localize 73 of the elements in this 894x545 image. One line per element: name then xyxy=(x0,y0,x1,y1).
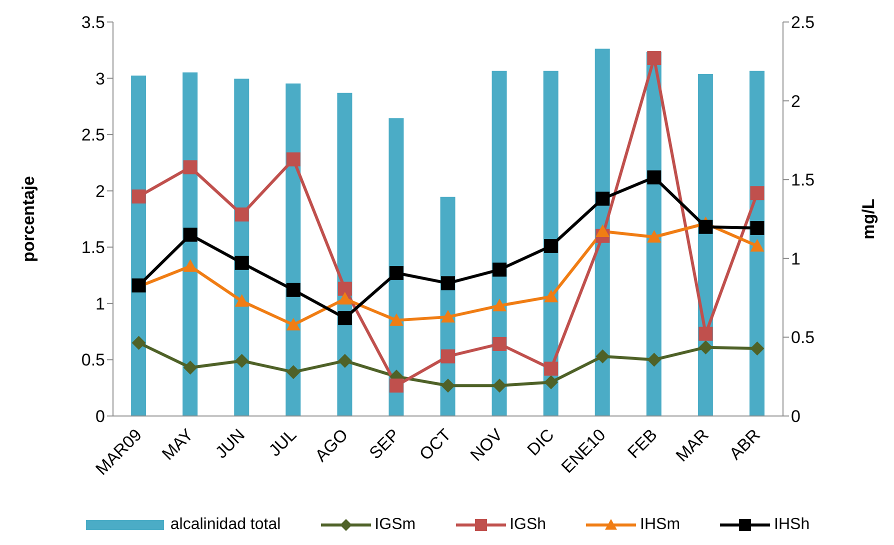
point xyxy=(183,228,198,242)
y-tick-label: 2 xyxy=(96,182,105,201)
point xyxy=(544,239,558,254)
point xyxy=(596,192,610,206)
point xyxy=(183,259,198,272)
y2-tick-label: 1.5 xyxy=(791,170,815,190)
point xyxy=(183,360,198,375)
point xyxy=(389,378,404,393)
x-tick-label: SEP xyxy=(366,425,404,463)
legend-label: IGSm xyxy=(374,516,416,534)
point xyxy=(698,326,713,341)
point xyxy=(750,221,764,236)
legend-label: IHSm xyxy=(640,516,680,534)
y-tick-label: 0.5 xyxy=(81,350,105,370)
point xyxy=(286,282,300,297)
point xyxy=(698,220,713,234)
y-tick-label: 1 xyxy=(96,294,105,314)
point xyxy=(132,336,146,350)
point xyxy=(492,378,507,393)
point xyxy=(234,294,249,307)
point xyxy=(441,349,455,364)
y-tick-label: 1.5 xyxy=(81,238,105,258)
y2-axis-title: mg/L xyxy=(859,198,878,240)
y-tick-label: 3 xyxy=(96,69,105,88)
point xyxy=(338,292,352,305)
legend-label: IHSh xyxy=(774,516,810,534)
y-tick-label: 3.5 xyxy=(81,13,105,32)
x-tick-label: DIC xyxy=(524,425,558,460)
point xyxy=(492,262,507,277)
point xyxy=(183,160,198,174)
point xyxy=(234,256,249,270)
y-tick-label: 0 xyxy=(96,407,105,426)
point xyxy=(441,310,455,323)
point xyxy=(544,290,558,302)
point xyxy=(132,189,146,204)
x-tick-label: JUL xyxy=(265,425,300,460)
point xyxy=(544,362,558,376)
point xyxy=(234,207,249,222)
legend-label: alcalinidad total xyxy=(170,516,281,534)
y2-tick-label: 0.5 xyxy=(791,328,815,348)
point xyxy=(338,354,352,368)
point xyxy=(544,375,558,390)
point xyxy=(750,239,764,252)
y-tick-label: 2.5 xyxy=(81,126,105,145)
point xyxy=(647,352,662,367)
point xyxy=(286,152,300,166)
y2-tick-label: 1 xyxy=(791,249,800,268)
point xyxy=(596,349,610,364)
point xyxy=(750,186,764,200)
y-axis-title: porcentaje xyxy=(19,176,38,262)
y2-tick-label: 2.5 xyxy=(791,13,815,32)
point xyxy=(338,282,352,296)
bar xyxy=(131,76,146,416)
point xyxy=(389,266,404,280)
point xyxy=(647,230,662,243)
point xyxy=(441,276,455,290)
y2-tick-label: 2 xyxy=(791,92,800,111)
point xyxy=(286,365,300,380)
point xyxy=(286,318,300,330)
point xyxy=(389,313,404,326)
point xyxy=(338,311,352,326)
point xyxy=(750,341,764,356)
y2-tick-label: 0 xyxy=(791,407,800,426)
legend-label: IGSh xyxy=(510,516,546,534)
bar xyxy=(594,48,610,416)
point xyxy=(492,336,507,351)
point xyxy=(492,298,507,312)
point xyxy=(441,378,455,393)
point xyxy=(647,51,662,66)
point xyxy=(698,340,713,354)
point xyxy=(647,170,662,184)
point xyxy=(234,354,249,368)
point xyxy=(596,224,610,237)
